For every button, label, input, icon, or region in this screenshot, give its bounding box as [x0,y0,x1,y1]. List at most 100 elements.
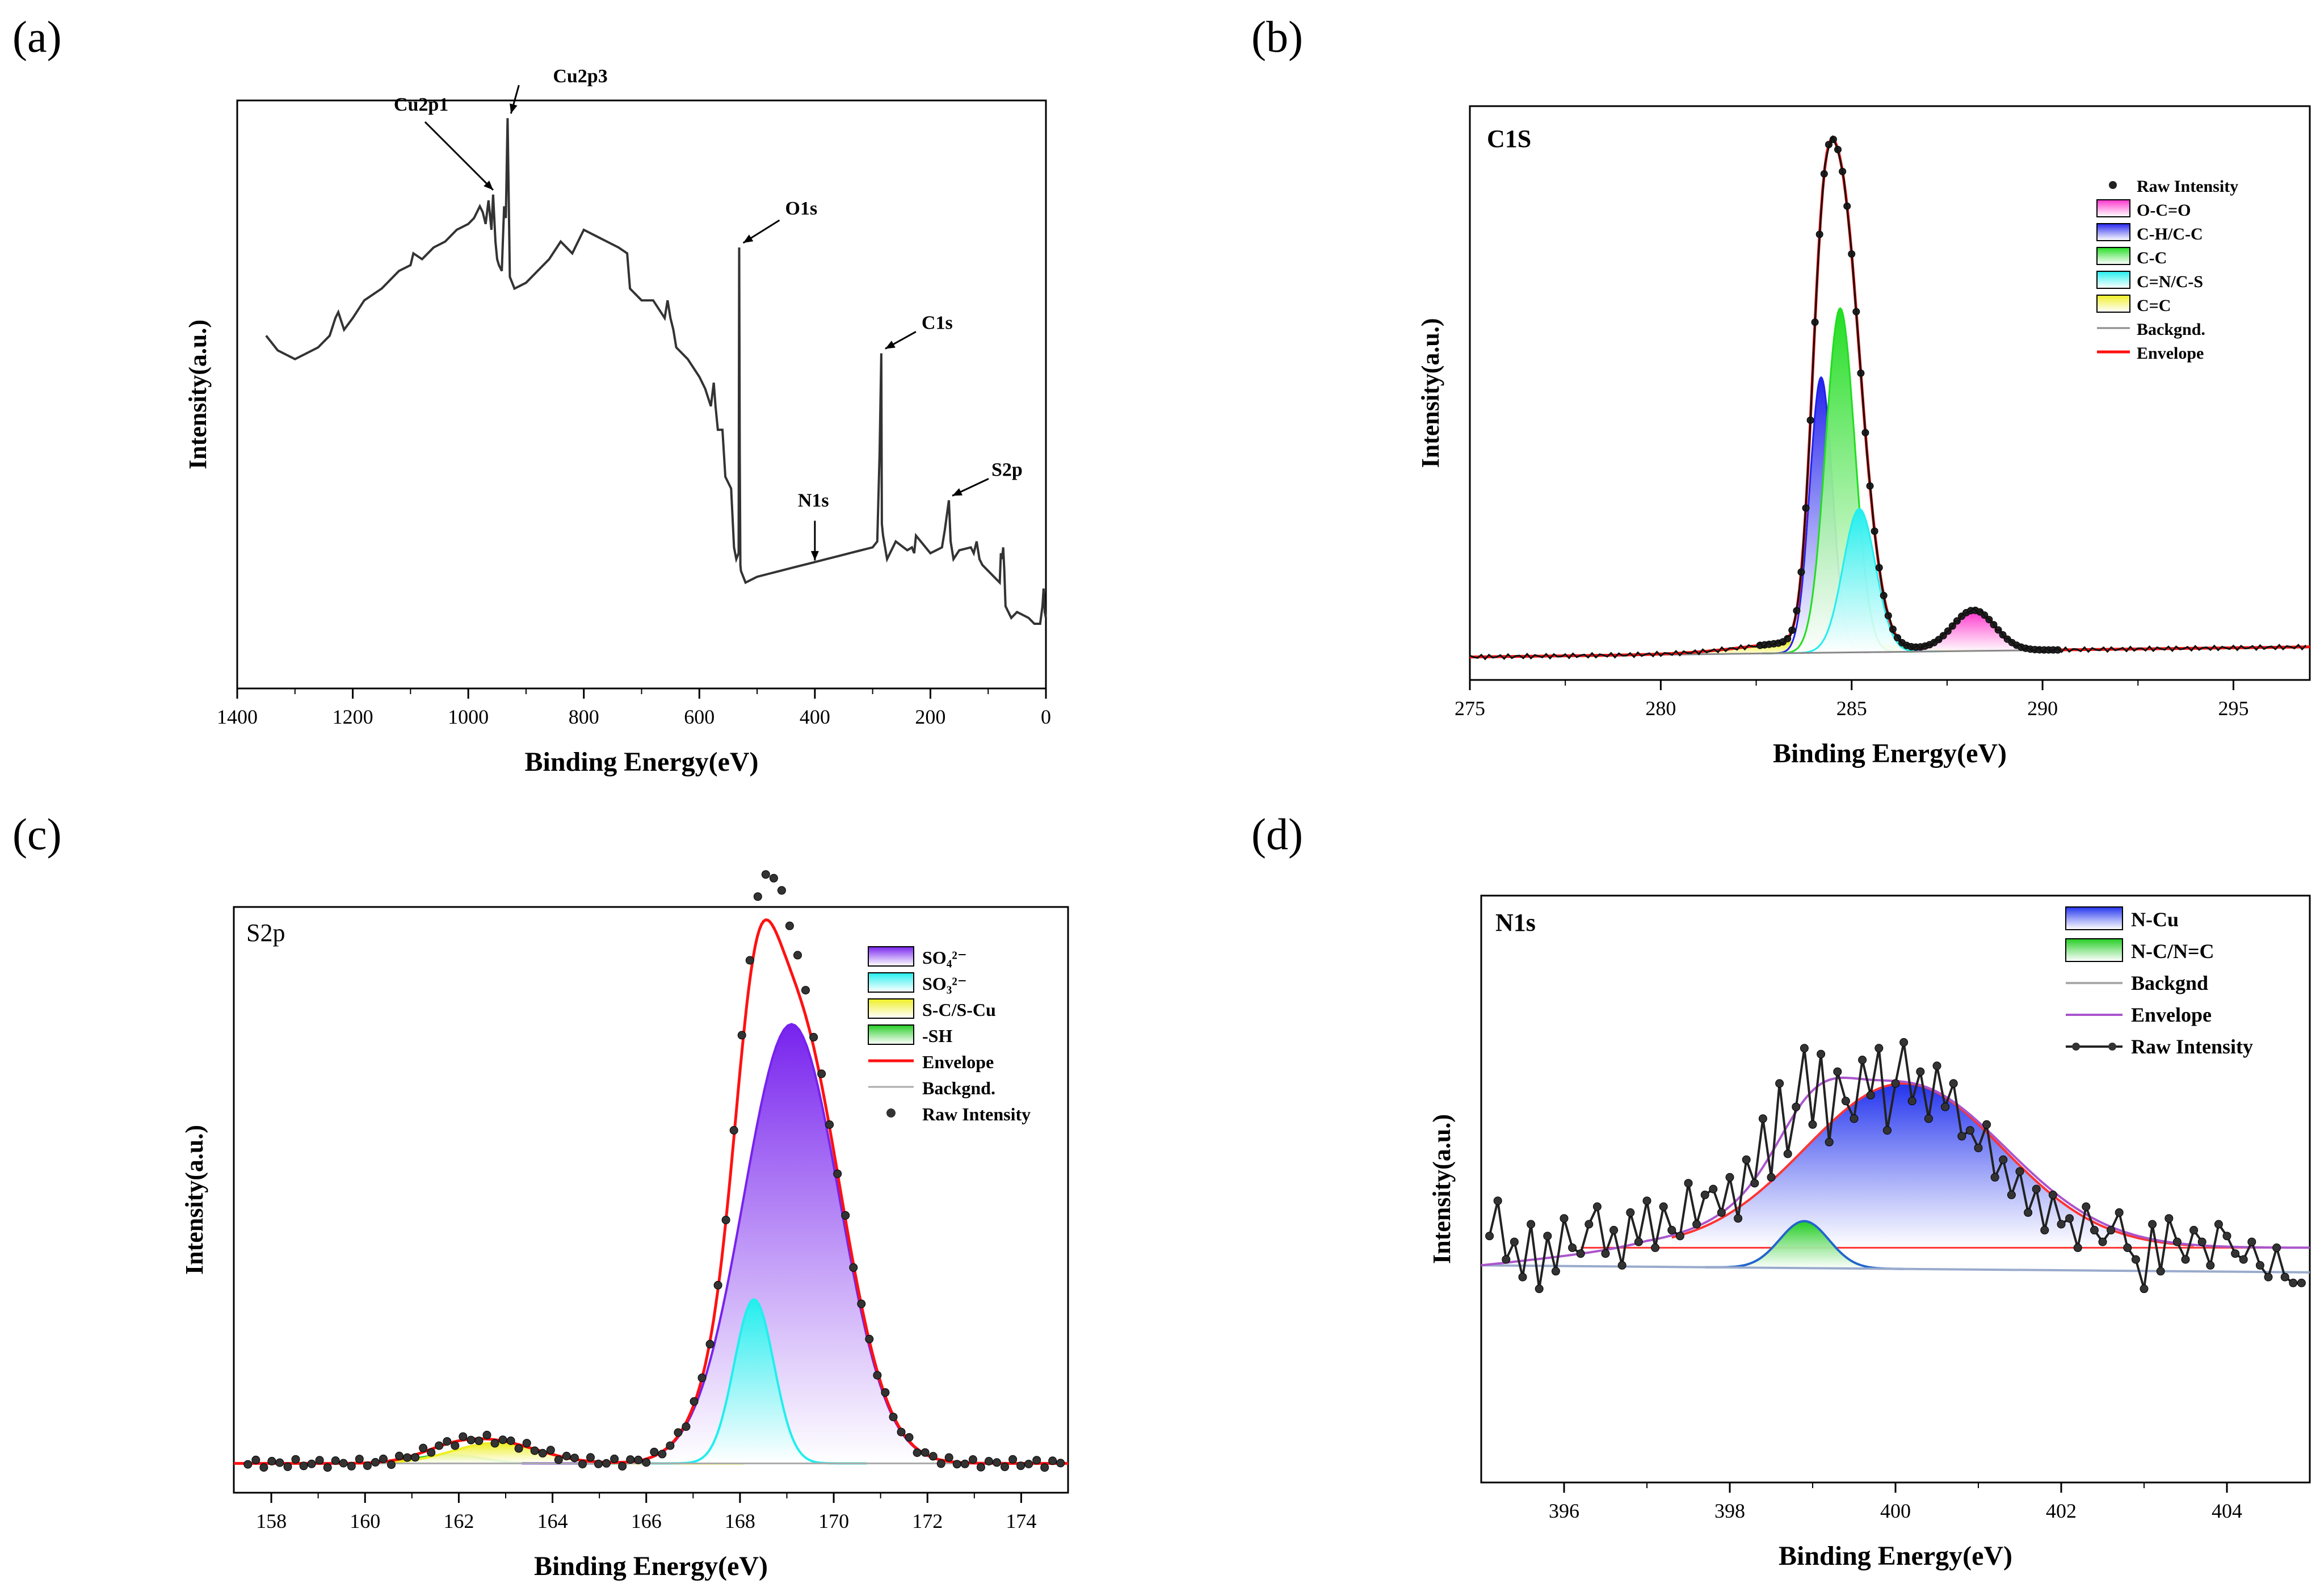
raw-intensity-point [1957,1132,1966,1141]
raw-intensity-point [1808,1120,1817,1129]
raw-intensity-point [777,886,786,895]
legend-label: C=C [2137,296,2171,315]
raw-intensity-point [562,1451,571,1460]
raw-intensity-point [482,1430,491,1439]
panel-a-label: (a) [12,12,62,61]
x-tick-label: 295 [2218,697,2248,720]
annotation-arrowhead [885,341,896,349]
component-fill [249,1443,744,1464]
annotation-arrow [424,121,494,191]
raw-intensity-point [1016,1461,1025,1471]
x-tick-label: 400 [1880,1500,1911,1522]
raw-intensity-point [1850,1114,1859,1123]
raw-intensity-point [1626,1208,1635,1217]
x-tick-label: 404 [2212,1500,2242,1522]
raw-intensity-point [554,1455,563,1464]
legend: N-Cu N-C/N=C Backgnd Envelope Raw Intensity [2065,906,2253,1058]
raw-intensity-point [267,1456,276,1465]
panel-a: 1400 1200 1000 800 600 400 200 0 Binding Energy(… [184,66,1051,777]
x-axis-label: Binding Energy(eV) [524,747,758,777]
raw-intensity-point [363,1461,372,1470]
raw-intensity-point [793,951,802,960]
raw-intensity-point [2065,1214,2074,1223]
raw-intensity-point [427,1448,436,1457]
x-tick-label: 1400 [217,705,258,728]
legend-label: Raw Intensity [2131,1035,2253,1058]
legend-label: Envelope [922,1052,994,1072]
raw-intensity-point [841,1211,850,1220]
panel-title: C1S [1487,125,1531,153]
raw-intensity-point [1717,1208,1726,1217]
raw-intensity-point [2231,1249,2240,1258]
raw-intensity-point [865,1334,874,1343]
raw-intensity-point [2090,1225,2099,1234]
raw-intensity-point [642,1458,651,1467]
raw-intensity-point [339,1459,348,1468]
raw-intensity-point [1882,1126,1892,1135]
raw-intensity-point [825,1120,834,1129]
component-fill-c-n-c-s [1775,509,1944,654]
legend-label: Raw Intensity [2137,177,2238,196]
raw-intensity-point [443,1437,452,1446]
raw-intensity-point [2040,1225,2049,1234]
raw-intensity-point [1609,1225,1619,1234]
raw-intensity-point [968,1455,977,1464]
raw-intensity-point [522,1439,531,1448]
legend-marker [2108,1043,2116,1051]
raw-intensity-point [1932,1061,1941,1070]
x-tick-label: 275 [1455,697,1485,720]
annotation-arrowhead [810,551,819,561]
raw-intensity-point [1965,1126,1974,1135]
y-axis-label: Intensity(a.u.) [1428,1114,1456,1264]
raw-intensity-point [2015,1167,2024,1176]
raw-intensity-point [889,1413,898,1422]
raw-intensity-point [2048,1190,2057,1199]
raw-intensity-point [1601,1249,1610,1258]
legend-swatch [868,946,914,967]
raw-intensity-point [2181,1255,2190,1264]
annotation-arrowhead [743,234,754,243]
raw-intensity-point [387,1460,396,1469]
raw-intensity-point [849,1263,858,1272]
raw-intensity-point [347,1461,356,1471]
raw-intensity-point [1907,1097,1916,1106]
raw-intensity-point [2156,1267,2165,1276]
raw-intensity-point [1684,1179,1693,1188]
raw-intensity-point [2222,1232,2231,1241]
x-tick-label: 290 [2027,697,2058,720]
legend-swatch [2065,906,2123,930]
raw-intensity-point [2214,1220,2223,1229]
component-fill-n-cu [1671,1083,2194,1248]
raw-intensity-point [1493,1196,1502,1206]
raw-intensity-point [634,1455,643,1464]
legend-label: Envelope [2131,1003,2212,1026]
raw-intensity-point [331,1456,340,1465]
legend-label: O-C=O [2137,201,2191,220]
raw-intensity-point [713,1280,722,1290]
raw-intensity-point [1709,1185,1718,1194]
legend-swatch [868,998,914,1019]
raw-intensity-point [666,1441,675,1450]
raw-intensity-point [1642,1196,1651,1206]
panel-b-label: (b) [1251,12,1303,61]
raw-intensity-point [1675,1232,1684,1241]
annotation-arrowhead [510,103,518,114]
raw-intensity-point [315,1456,324,1465]
panel-b: 275 280 285 290 295 Binding Energy(eV) Intensi… [1417,105,2311,768]
x-tick-label: 800 [569,705,599,728]
raw-intensity-point [705,1339,715,1349]
raw-intensity-point [283,1462,292,1471]
raw-intensity-point [2264,1272,2273,1282]
raw-intensity-point [435,1441,444,1450]
plot-frame [233,906,1069,1494]
annotation-label: S2p [991,459,1023,480]
x-tick-label: 398 [1714,1500,1745,1522]
raw-intensity-point [610,1454,619,1463]
raw-intensity-point [578,1460,587,1469]
legend-marker [886,1108,896,1118]
raw-intensity-point [2131,1255,2140,1264]
raw-intensity-point [905,1433,914,1442]
plot-frame [236,99,1047,690]
legend-label: C-H/C-C [2137,225,2203,243]
